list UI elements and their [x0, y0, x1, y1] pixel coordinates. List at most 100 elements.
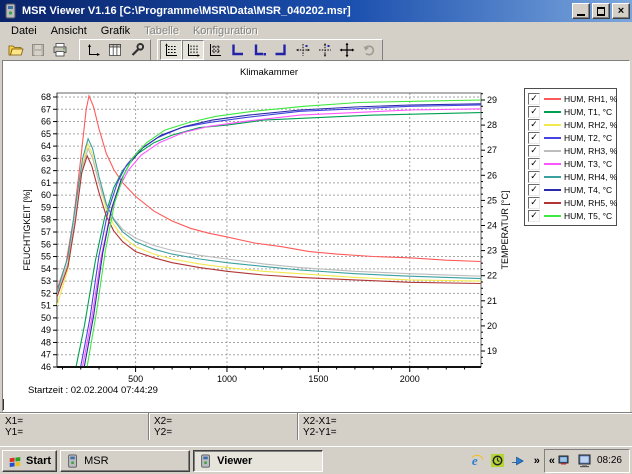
legend-color-line: [544, 98, 561, 100]
svg-text:FEUCHTIGKEIT [%]: FEUCHTIGKEIT [%]: [22, 189, 32, 270]
menu-item-grafik[interactable]: Grafik: [94, 24, 137, 38]
legend-checkbox[interactable]: ✓: [528, 158, 540, 170]
taskbar: Start MSR Viewer e » « 08:26: [0, 446, 632, 474]
legend-item: ✓HUM, RH4, %: [528, 171, 614, 184]
svg-text:1000: 1000: [217, 374, 237, 384]
svg-text:46: 46: [41, 362, 51, 372]
legend-checkbox[interactable]: ✓: [528, 210, 540, 222]
legend-checkbox[interactable]: ✓: [528, 197, 540, 209]
toolbar-group-view: [79, 39, 151, 61]
series-hum-t2-c: [81, 105, 481, 366]
svg-text:66: 66: [41, 117, 51, 127]
svg-text:57: 57: [41, 227, 51, 237]
open-folder-button[interactable]: [5, 40, 27, 60]
undo-icon: [361, 42, 377, 58]
svg-text:48: 48: [41, 337, 51, 347]
axis-corner-left-button[interactable]: [248, 40, 270, 60]
open-folder-icon: [8, 42, 24, 58]
legend-item: ✓HUM, T2, °C: [528, 131, 614, 144]
scale-xy-icon: [207, 42, 223, 58]
settings-wrench-icon: [129, 42, 145, 58]
pan-button[interactable]: [336, 40, 358, 60]
legend-item: ✓HUM, RH2, %: [528, 118, 614, 131]
player-icon[interactable]: [510, 453, 526, 469]
task-button-msr[interactable]: MSR: [60, 450, 190, 472]
legend-label: HUM, T1, °C: [564, 107, 612, 117]
close-icon: ×: [618, 6, 624, 16]
settings-wrench-button[interactable]: [126, 40, 148, 60]
svg-text:24: 24: [487, 221, 497, 231]
legend-color-line: [544, 163, 561, 165]
minimize-icon: [577, 14, 585, 16]
overflow-chevron[interactable]: »: [530, 455, 544, 467]
svg-text:51: 51: [41, 301, 51, 311]
legend-checkbox[interactable]: ✓: [528, 119, 540, 131]
window-titlebar[interactable]: MSR Viewer V1.16 [C:\Programme\MSR\Data\…: [0, 0, 632, 22]
restore-button[interactable]: [592, 3, 610, 19]
scale-x-icon: [163, 42, 179, 58]
legend-label: HUM, T5, °C: [564, 211, 612, 221]
restore-icon: [597, 8, 605, 15]
svg-text:58: 58: [41, 215, 51, 225]
menu-item-datei[interactable]: Datei: [4, 24, 44, 38]
svg-text:TEMPERATUR [°C]: TEMPERATUR [°C]: [500, 191, 510, 270]
legend-label: HUM, RH1, %: [564, 94, 617, 104]
toolbar-group-file: [3, 39, 73, 61]
legend-item: ✓ HUM, T5, °C: [528, 210, 614, 223]
app-icon: [66, 454, 80, 468]
zoom-extents-y-button[interactable]: [314, 40, 336, 60]
zoom-extents-y-icon: [317, 42, 333, 58]
legend-checkbox[interactable]: ✓: [528, 106, 540, 118]
scale-x-button[interactable]: [160, 40, 182, 60]
scheduler-icon[interactable]: [490, 453, 506, 469]
network-computers-icon: [558, 453, 574, 469]
svg-text:28: 28: [487, 120, 497, 130]
minimize-button[interactable]: [572, 3, 590, 19]
legend-color-line: [544, 215, 561, 217]
clock: 08:26: [594, 455, 625, 466]
legend-checkbox[interactable]: ✓: [528, 184, 540, 196]
legend-color-line: [544, 124, 561, 126]
network-computers-icon[interactable]: [558, 453, 575, 469]
axis-corner-right-button[interactable]: [270, 40, 292, 60]
tray-chevron[interactable]: «: [549, 455, 558, 467]
system-tray: « 08:26: [544, 449, 630, 473]
table-view-button[interactable]: [104, 40, 126, 60]
menu-item-ansicht[interactable]: Ansicht: [44, 24, 94, 38]
print-button[interactable]: [49, 40, 71, 60]
legend-checkbox[interactable]: ✓: [528, 132, 540, 144]
legend-label: HUM, RH5, %: [564, 198, 617, 208]
close-button[interactable]: ×: [612, 3, 630, 19]
player-icon: [510, 453, 525, 468]
task-label: Viewer: [217, 455, 252, 467]
readout-cell-2: X2=Y2=: [148, 413, 297, 441]
menu-item-konfiguration: Konfiguration: [186, 24, 265, 38]
undo-button: [358, 40, 380, 60]
save-button: [27, 40, 49, 60]
axis-corner-both-button[interactable]: [226, 40, 248, 60]
tray-icons: [558, 453, 594, 469]
axis-corner-right-icon: [273, 42, 289, 58]
svg-text:68: 68: [41, 92, 51, 102]
svg-text:56: 56: [41, 239, 51, 249]
zoom-extents-x-button[interactable]: [292, 40, 314, 60]
legend-color-line: [544, 176, 561, 178]
notification-icons: e: [470, 453, 530, 469]
legend-checkbox[interactable]: ✓: [528, 145, 540, 157]
display-settings-icon[interactable]: [576, 453, 593, 469]
start-label: Start: [26, 455, 51, 467]
readout-cell-1: X1=Y1=: [0, 413, 148, 441]
legend-checkbox[interactable]: ✓: [528, 171, 540, 183]
scale-xy-button[interactable]: [204, 40, 226, 60]
svg-text:500: 500: [128, 374, 143, 384]
svg-text:64: 64: [41, 141, 51, 151]
start-button[interactable]: Start: [2, 450, 57, 472]
legend-color-line: [544, 150, 561, 152]
scale-y-button[interactable]: [182, 40, 204, 60]
legend-checkbox[interactable]: ✓: [528, 93, 540, 105]
legend-item: ✓ HUM, RH1, %: [528, 92, 614, 105]
task-button-viewer[interactable]: Viewer: [193, 450, 323, 472]
ie-icon[interactable]: e: [470, 453, 486, 469]
pan-icon: [339, 42, 355, 58]
axes-setup-button[interactable]: [82, 40, 104, 60]
